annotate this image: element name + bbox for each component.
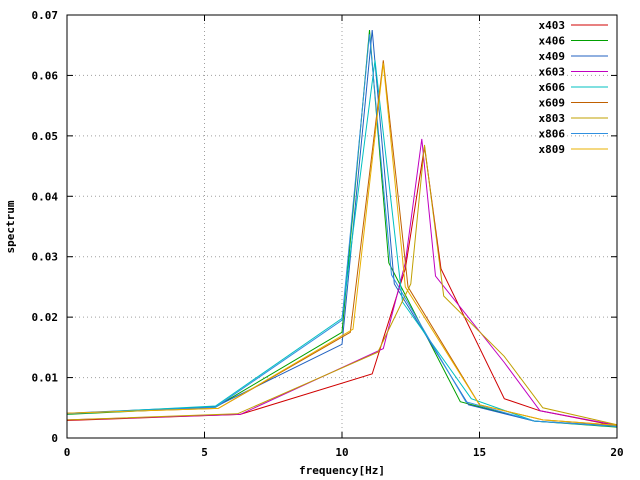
series-line-x603 <box>66 138 618 426</box>
legend: x403 x406 x409 x603 x606 x609 x803 x806 x809 <box>539 19 608 156</box>
x-tick-label: 20 <box>610 446 623 459</box>
series-line-x806 <box>66 34 618 427</box>
legend-label-x609: x609 <box>539 97 566 110</box>
plot-frame <box>66 14 618 439</box>
series-line-x606 <box>66 60 618 427</box>
y-axis-label: spectrum <box>4 200 17 253</box>
y-tick-label: 0.03 <box>32 251 59 264</box>
grid-layer <box>67 15 617 438</box>
x-tick-label: 0 <box>64 446 71 459</box>
y-tick-label: 0.06 <box>32 69 59 82</box>
legend-label-x403: x403 <box>539 19 566 32</box>
series-line-x803 <box>66 144 618 426</box>
legend-label-x406: x406 <box>539 35 566 48</box>
legend-label-x809: x809 <box>539 143 566 156</box>
legend-label-x606: x606 <box>539 81 566 94</box>
y-tick-label: 0.01 <box>32 372 59 385</box>
legend-label-x803: x803 <box>539 112 566 125</box>
y-tick-label: 0.05 <box>32 130 59 143</box>
tick-layer: 0 5 10 15 20 0 0.01 0.02 0.03 0.04 0.05 0.06 0.07 <box>32 9 624 459</box>
series-line-x403 <box>66 146 618 427</box>
x-axis-label: frequency[Hz] <box>299 464 385 477</box>
y-tick-label: 0 <box>51 432 58 445</box>
legend-label-x806: x806 <box>539 128 566 141</box>
legend-label-x603: x603 <box>539 66 566 79</box>
y-tick-label: 0.04 <box>32 190 59 203</box>
series-layer <box>66 30 618 428</box>
x-tick-label: 10 <box>335 446 348 459</box>
x-tick-label: 5 <box>201 446 208 459</box>
y-tick-label: 0.07 <box>32 9 59 22</box>
series-line-x809 <box>66 63 618 426</box>
y-tick-label: 0.02 <box>32 311 59 324</box>
legend-label-x409: x409 <box>539 50 566 63</box>
x-tick-label: 15 <box>473 446 486 459</box>
